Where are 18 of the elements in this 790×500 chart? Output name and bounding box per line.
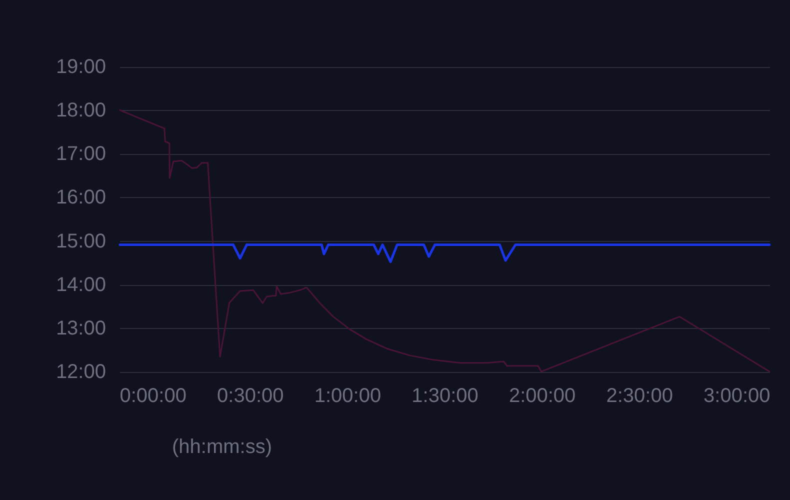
x-tick-label: 1:00:00 <box>314 385 382 407</box>
y-tick-label: 18:00 <box>56 100 106 122</box>
y-tick-label: 19:00 <box>56 56 106 78</box>
y-tick-label: 13:00 <box>56 317 106 340</box>
x-tick-label: 2:00:00 <box>508 385 576 407</box>
line-series <box>119 109 770 372</box>
y-tick-label: 14:00 <box>56 274 106 296</box>
line-series <box>118 244 771 264</box>
y-tick-label: 15:00 <box>56 230 106 252</box>
x-tick-label: 0:30:00 <box>217 385 284 407</box>
x-tick-label: 1:30:00 <box>412 385 478 407</box>
y-tick-label: 12:00 <box>56 361 106 383</box>
y-tick-label: 17:00 <box>56 143 106 166</box>
y-tick-label: 16:00 <box>56 186 106 209</box>
x-tick-label: 0:00:00 <box>120 385 186 407</box>
x-tick-label: 3:00:00 <box>704 385 770 407</box>
x-tick-label: 2:30:00 <box>606 385 673 407</box>
x-axis-title: (hh:mm:ss) <box>172 436 272 458</box>
